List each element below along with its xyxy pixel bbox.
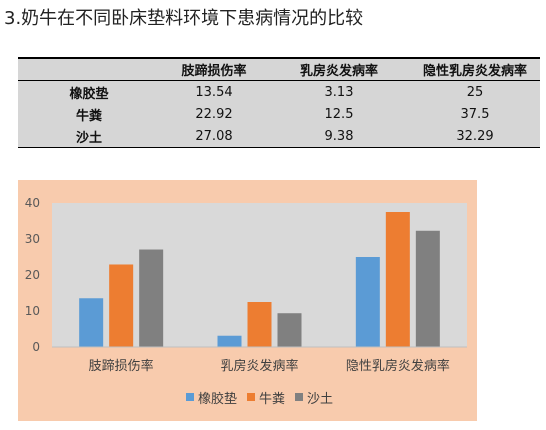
legend-item: 沙土 [295, 388, 333, 407]
legend-swatch [295, 393, 303, 401]
y-tick-label: 10 [25, 304, 40, 318]
table-header-cell: 肢蹄损伤率 [160, 57, 268, 81]
legend-swatch [246, 393, 255, 401]
legend-label: 牛粪 [258, 391, 285, 407]
legend-label: 橡胶垫 [197, 391, 237, 407]
bar-s2-c0 [139, 249, 164, 347]
bar-s0-c2 [355, 257, 380, 347]
table-row: 橡胶垫 13.54 3.13 25 [18, 81, 540, 104]
table-cell: 13.54 [195, 84, 233, 100]
y-tick-label: 40 [25, 196, 40, 210]
table-cell: 27.08 [160, 125, 268, 148]
comparison-table: 肢蹄损伤率 乳房炎发病率 隐性乳房炎发病率 橡胶垫 13.54 3.13 25 … [18, 57, 540, 148]
bar-s0-c0 [79, 298, 104, 347]
table-corner-cell [18, 57, 160, 81]
x-tick-label: 隐性乳房炎发病率 [346, 358, 450, 374]
table-cell: 25 [466, 84, 484, 100]
row-label: 沙土 [18, 125, 160, 148]
table-header-row: 肢蹄损伤率 乳房炎发病率 隐性乳房炎发病率 [18, 57, 540, 81]
bar-s2-c1 [277, 313, 302, 347]
legend-swatch [185, 393, 194, 401]
table-row: 沙土 27.08 9.38 32.29 [18, 125, 540, 148]
legend-item: 橡胶垫 [185, 388, 237, 407]
table-cell: 32.29 [410, 125, 540, 148]
chart-legend: 橡胶垫 牛粪 沙土 [52, 388, 467, 407]
bar-s1-c2 [385, 212, 410, 347]
bar-s2-c2 [415, 230, 440, 347]
table-cell: 9.38 [268, 125, 410, 148]
table-cell: 3.13 [324, 84, 354, 100]
x-tick-label: 肢蹄损伤率 [89, 358, 154, 374]
y-tick-label: 20 [25, 268, 40, 282]
bar-s1-c0 [109, 264, 134, 347]
row-label: 橡胶垫 [69, 86, 109, 102]
page-title: 3.奶牛在不同卧床垫料环境下患病情况的比较 [4, 8, 364, 29]
row-label: 牛粪 [75, 108, 102, 124]
table-cell: 37.5 [460, 106, 490, 122]
legend-label: 沙土 [307, 391, 334, 407]
y-tick-label: 0 [32, 340, 40, 354]
table-header-cell: 乳房炎发病率 [268, 57, 410, 81]
bar-s0-c1 [217, 335, 242, 347]
legend-item: 牛粪 [246, 388, 285, 407]
chart-svg: 0 10 20 30 40 肢蹄损伤率 乳房炎发病率 隐性乳房炎发病率 [25, 196, 467, 374]
table-header-cell: 隐性乳房炎发病率 [410, 57, 540, 81]
table-cell: 22.92 [195, 106, 233, 122]
x-tick-label: 乳房炎发病率 [220, 358, 298, 374]
table-cell: 12.5 [324, 106, 354, 122]
table-row: 牛粪 22.92 12.5 37.5 [18, 103, 540, 125]
bar-chart: 0 10 20 30 40 肢蹄损伤率 乳房炎发病率 隐性乳房炎发病率 橡胶垫 牛粪 沙土 [18, 180, 477, 421]
y-tick-label: 30 [25, 232, 40, 246]
bar-s1-c1 [247, 302, 272, 347]
